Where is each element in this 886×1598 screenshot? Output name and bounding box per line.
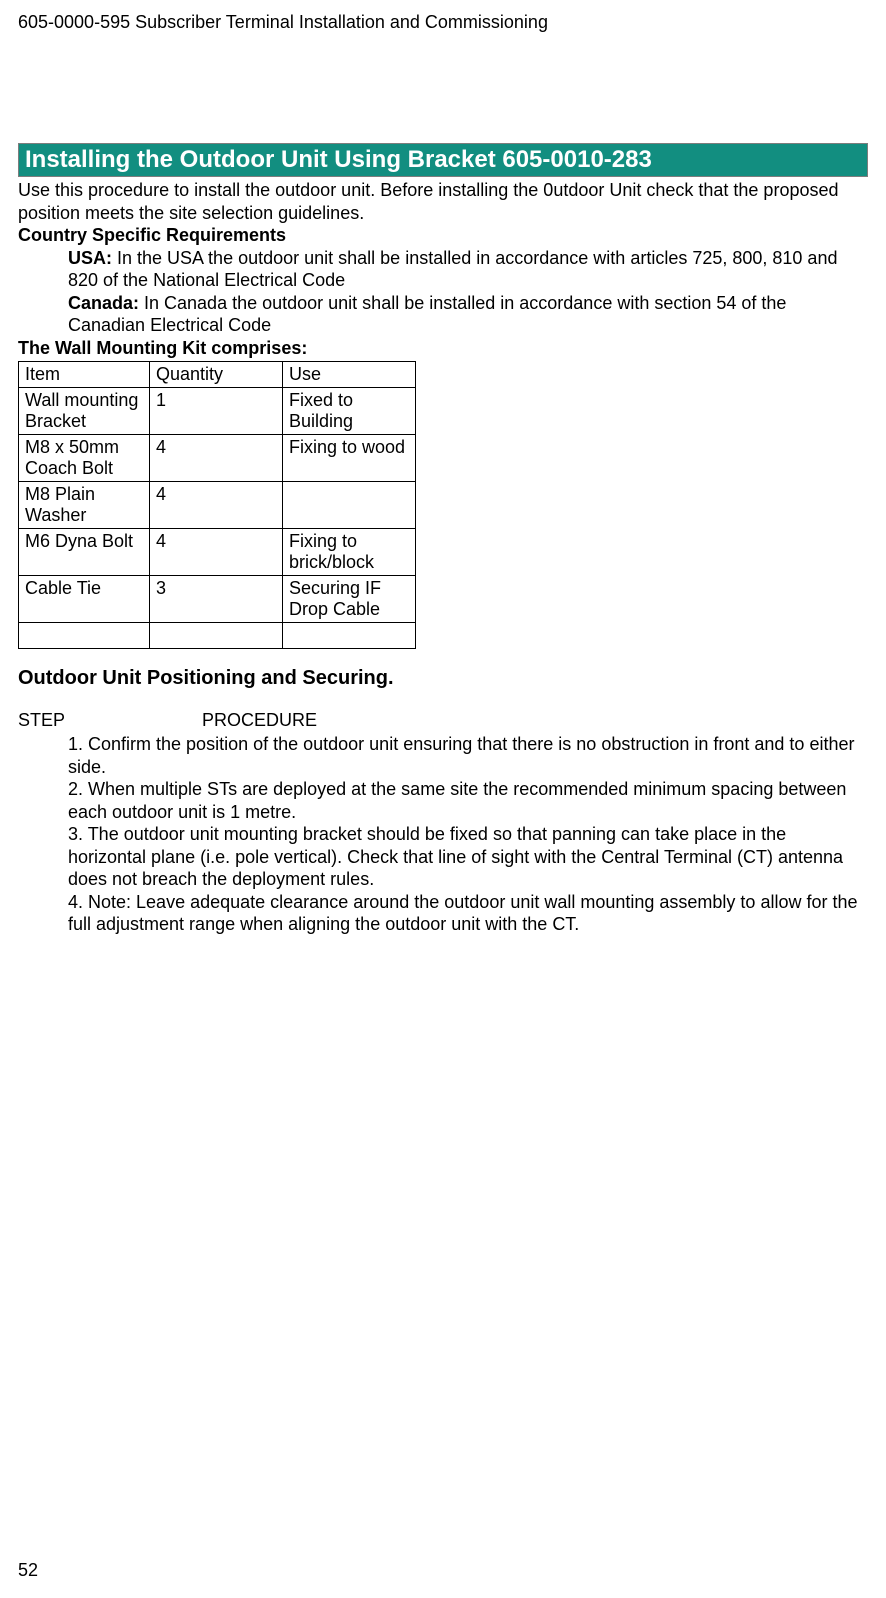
table-row: Wall mounting Bracket 1 Fixed to Buildin… — [19, 388, 416, 435]
table-cell: 4 — [150, 482, 283, 529]
table-header-cell: Use — [283, 362, 416, 388]
step-text: 3. The outdoor unit mounting bracket sho… — [68, 823, 868, 891]
table-cell: 1 — [150, 388, 283, 435]
table-header-cell: Item — [19, 362, 150, 388]
table-cell: M6 Dyna Bolt — [19, 529, 150, 576]
step-text: 2. When multiple STs are deployed at the… — [68, 778, 868, 823]
table-cell: Fixed to Building — [283, 388, 416, 435]
table-cell: Fixing to brick/block — [283, 529, 416, 576]
table-cell: M8 x 50mm Coach Bolt — [19, 435, 150, 482]
table-row — [19, 623, 416, 649]
step-proc-line: STEPPROCEDURE — [18, 710, 868, 731]
table-cell: Cable Tie — [19, 576, 150, 623]
page-number: 52 — [18, 1560, 38, 1581]
canada-req: Canada: In Canada the outdoor unit shall… — [68, 292, 868, 337]
table-cell: 4 — [150, 435, 283, 482]
kit-heading: The Wall Mounting Kit comprises: — [18, 337, 868, 360]
table-cell: M8 Plain Washer — [19, 482, 150, 529]
positioning-heading: Outdoor Unit Positioning and Securing. — [18, 667, 868, 690]
canada-text: In Canada the outdoor unit shall be inst… — [68, 293, 786, 336]
table-row: M8 Plain Washer 4 — [19, 482, 416, 529]
procedure-label: PROCEDURE — [202, 710, 317, 730]
table-cell — [19, 623, 150, 649]
canada-label: Canada: — [68, 293, 139, 313]
table-cell: Wall mounting Bracket — [19, 388, 150, 435]
table-row: Item Quantity Use — [19, 362, 416, 388]
step-label: STEP — [18, 710, 202, 731]
table-row: M8 x 50mm Coach Bolt 4 Fixing to wood — [19, 435, 416, 482]
table-cell — [150, 623, 283, 649]
intro-text: Use this procedure to install the outdoo… — [18, 179, 868, 224]
table-cell — [283, 482, 416, 529]
table-cell: Fixing to wood — [283, 435, 416, 482]
table-cell: Securing IF Drop Cable — [283, 576, 416, 623]
step-text: 1. Confirm the position of the outdoor u… — [68, 733, 868, 778]
usa-text: In the USA the outdoor unit shall be ins… — [68, 248, 837, 291]
table-cell: 3 — [150, 576, 283, 623]
kit-table: Item Quantity Use Wall mounting Bracket … — [18, 361, 416, 649]
country-req-heading: Country Specific Requirements — [18, 224, 868, 247]
step-text: 4. Note: Leave adequate clearance around… — [68, 891, 868, 936]
doc-header: 605-0000-595 Subscriber Terminal Install… — [18, 12, 868, 33]
usa-req: USA: In the USA the outdoor unit shall b… — [68, 247, 868, 292]
table-cell — [283, 623, 416, 649]
table-cell: 4 — [150, 529, 283, 576]
usa-label: USA: — [68, 248, 112, 268]
table-row: M6 Dyna Bolt 4 Fixing to brick/block — [19, 529, 416, 576]
section-banner: Installing the Outdoor Unit Using Bracke… — [18, 143, 868, 177]
table-row: Cable Tie 3 Securing IF Drop Cable — [19, 576, 416, 623]
table-header-cell: Quantity — [150, 362, 283, 388]
